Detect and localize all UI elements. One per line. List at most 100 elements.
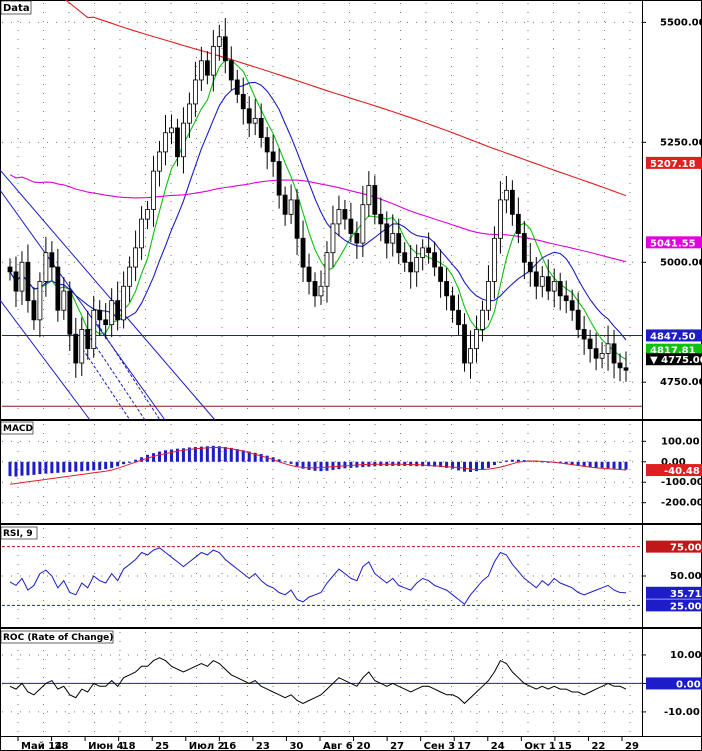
candle-body-90 (545, 276, 551, 292)
macd-bar-84 (510, 459, 514, 462)
x-tick-label-0: Май 14 (21, 741, 62, 751)
price-tag-label-0: 5207.18 (650, 159, 696, 170)
macd-axis-ticks: 100.00 0.00 -100.00 -200.00 (642, 436, 702, 509)
candle-body-35 (216, 36, 222, 47)
candle-body-78 (474, 329, 479, 350)
candle-body-85 (515, 213, 521, 234)
candle-body-91 (551, 281, 557, 292)
macd-tick-label-2: -100.00 (661, 477, 702, 488)
macd-bar-38 (235, 449, 239, 462)
candle-body-1 (13, 271, 19, 292)
candle-body-69 (420, 247, 426, 258)
candle-body-86 (521, 233, 527, 263)
macd-bar-25 (158, 451, 162, 462)
macd-bar-52 (319, 461, 323, 472)
candle-body-24 (151, 170, 156, 210)
candle-body-14 (91, 309, 97, 350)
macd-bar-57 (349, 461, 353, 468)
macd-bar-9 (62, 461, 66, 473)
candle-body-57 (348, 218, 354, 234)
rsi-title-box (0, 526, 38, 540)
candle-body-70 (426, 247, 432, 254)
candle-body-66 (402, 252, 408, 263)
candle-body-88 (533, 271, 539, 287)
macd-bar-5 (38, 461, 42, 475)
macd-bar-1 (14, 461, 18, 477)
macd-bar-79 (480, 461, 484, 470)
candle-body-68 (414, 257, 420, 273)
macd-bar-6 (44, 461, 48, 474)
macd-bar-11 (74, 461, 78, 472)
candle-body-15 (97, 309, 103, 321)
rsi-tick-label-0: 50.00 (670, 571, 702, 582)
candle-body-44 (270, 151, 276, 162)
macd-bar-8 (56, 461, 60, 473)
candle-body-49 (300, 237, 306, 268)
roc-panel-title: ROC (Rate of Change) (3, 633, 113, 643)
x-tick-label-2: Июн 4 (88, 741, 123, 751)
roc-tick-label-2: -10.00 (664, 707, 700, 718)
x-tick-label-4: 25 (155, 741, 169, 751)
candle-body-29 (181, 122, 186, 158)
candle-body-74 (450, 295, 455, 311)
x-tick-label-8: 30 (289, 741, 303, 751)
macd-bar-100 (606, 461, 610, 469)
macd-bar-15 (98, 461, 102, 470)
macd-tick-label-1: 0.00 (661, 457, 686, 468)
macd-bar-10 (68, 461, 72, 472)
macd-bar-74 (451, 461, 455, 469)
macd-bar-53 (325, 461, 329, 471)
macd-signal-path (9, 447, 627, 485)
price-panel: Data 5500.00 5250.00 5000.00 4750.00 5207.1… (0, 0, 702, 421)
macd-bar-99 (600, 461, 604, 468)
candle-body-39 (240, 93, 246, 110)
candle-body-100 (605, 343, 611, 354)
candle-body-8 (55, 266, 61, 311)
price-tag-box-0 (646, 156, 702, 169)
candle-body-81 (492, 237, 497, 282)
x-tick-label-10: 20 (357, 741, 371, 751)
macd-bar-27 (169, 449, 173, 462)
macd-bar-18 (116, 461, 120, 467)
macd-bar-71 (433, 461, 437, 467)
trend-line-0 (0, 169, 216, 421)
trend-line-1 (0, 189, 166, 421)
candle-body-9 (61, 290, 67, 311)
x-tick-label-18: 29 (625, 741, 639, 751)
macd-bar-70 (427, 461, 431, 467)
macd-bar-93 (564, 461, 568, 465)
candle-body-63 (384, 223, 390, 244)
candle-body-50 (306, 266, 312, 282)
candle-body-65 (396, 233, 402, 254)
roc-title-box (0, 630, 114, 644)
macd-bar-39 (241, 450, 245, 462)
macd-bar-45 (277, 459, 281, 462)
x-tick-label-11: 27 (390, 741, 404, 751)
macd-bar-37 (229, 447, 233, 462)
trend-line-4 (84, 329, 146, 421)
macd-bar-95 (576, 461, 580, 466)
macd-bar-32 (199, 446, 203, 462)
rsi-tag-label-2: 25.00 (670, 601, 702, 612)
candle-body-19 (121, 285, 127, 321)
macd-bar-34 (211, 445, 215, 462)
candle-body-73 (444, 281, 449, 297)
candle-body-87 (527, 261, 533, 273)
macd-bar-14 (92, 461, 96, 471)
candle-body-56 (342, 209, 348, 220)
x-tick-label-5: Июл 2 (189, 741, 225, 751)
candle-body-97 (587, 338, 593, 350)
macd-bar-82 (498, 461, 502, 463)
candle-body-51 (312, 281, 318, 297)
macd-bar-31 (193, 447, 197, 462)
x-tick-label-14: 24 (491, 741, 505, 751)
macd-bar-16 (104, 461, 108, 470)
candle-body-92 (557, 281, 563, 297)
x-tick-label-6: 16 (222, 741, 236, 751)
candle-body-22 (139, 218, 144, 249)
macd-bar-55 (337, 461, 341, 470)
candle-body-25 (157, 151, 162, 172)
macd-tick-label-0: 100.00 (661, 436, 700, 447)
